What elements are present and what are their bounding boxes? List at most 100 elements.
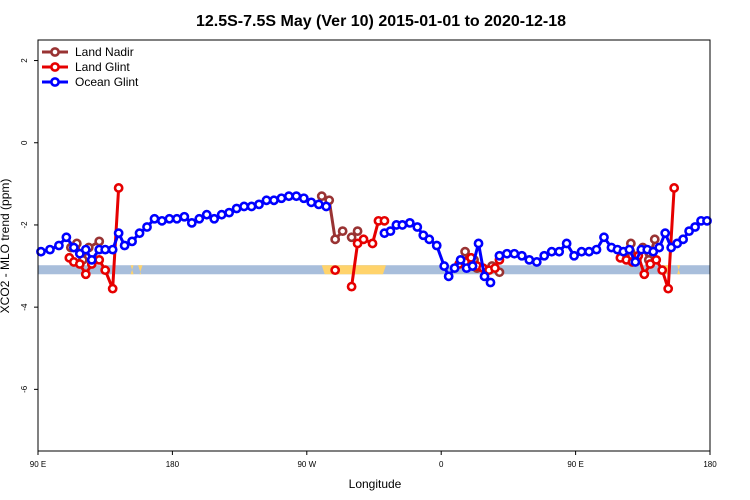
data-point <box>127 236 137 247</box>
data-point <box>209 213 220 224</box>
data-point <box>467 261 478 271</box>
band-highlight <box>677 265 681 275</box>
data-point <box>490 263 500 274</box>
data-point <box>346 281 357 292</box>
data-point <box>100 244 111 255</box>
data-point <box>663 283 674 294</box>
data-point <box>330 234 341 245</box>
data-point <box>107 283 118 294</box>
data-point <box>330 265 341 276</box>
data-point <box>455 254 466 265</box>
data-point <box>524 254 535 265</box>
data-point <box>690 222 700 232</box>
data-point <box>113 228 124 239</box>
chart-title: 12.5S-7.5S May (Ver 10) 2015-01-01 to 20… <box>196 13 566 30</box>
data-point <box>224 207 235 218</box>
data-point <box>576 246 587 257</box>
data-point <box>367 238 378 249</box>
data-point <box>569 250 580 261</box>
y-tick-label: -4 <box>20 303 29 311</box>
data-point <box>485 277 496 288</box>
data-point <box>385 226 396 237</box>
data-point <box>516 250 527 261</box>
y-tick-label: 0 <box>20 140 29 145</box>
x-tick-label: 0 <box>439 460 444 469</box>
data-point <box>86 254 97 265</box>
data-point <box>702 215 712 226</box>
data-point <box>431 240 442 251</box>
data-point <box>239 201 249 212</box>
data-point <box>649 234 660 245</box>
legend-label: Land Nadir <box>75 45 134 59</box>
band-highlight <box>130 265 134 275</box>
data-point <box>113 183 124 193</box>
data-point <box>68 242 79 253</box>
data-point <box>316 191 327 202</box>
x-axis-label: Longitude <box>349 477 402 491</box>
data-point <box>164 213 175 224</box>
plot-area <box>36 183 712 294</box>
data-point <box>539 250 550 261</box>
data-point <box>313 199 324 210</box>
data-point <box>94 254 105 265</box>
data-point <box>379 215 390 226</box>
data-point <box>80 244 91 255</box>
data-point <box>654 242 665 253</box>
x-tick-label: 90 W <box>297 460 316 469</box>
x-tick-label: 90 E <box>567 460 583 469</box>
data-point <box>639 269 650 280</box>
data-point <box>599 232 609 243</box>
legend-marker <box>50 77 60 87</box>
data-point <box>591 244 602 255</box>
x-tick-label: 180 <box>703 460 717 469</box>
x-tick-label: 90 E <box>30 460 46 469</box>
data-point <box>624 244 635 255</box>
y-tick-label: -6 <box>20 385 29 393</box>
data-point <box>119 240 130 251</box>
data-point <box>201 209 212 220</box>
y-tick-label: -2 <box>20 221 29 229</box>
data-point <box>358 234 369 245</box>
data-point <box>439 261 450 271</box>
legend-marker <box>50 62 60 72</box>
data-point <box>321 201 332 212</box>
data-point <box>261 195 272 206</box>
data-point <box>561 238 572 249</box>
data-point <box>660 228 671 239</box>
data-point <box>100 265 111 276</box>
y-axis-label: XCO2 - MLO trend (ppm) <box>0 179 12 314</box>
data-point <box>269 195 279 206</box>
x-tick-label: 180 <box>166 460 180 469</box>
data-point <box>509 248 520 259</box>
data-point <box>298 193 309 204</box>
data-point <box>443 271 454 282</box>
data-point <box>61 232 72 243</box>
data-point <box>531 257 542 267</box>
data-point <box>246 201 257 212</box>
data-point <box>254 199 264 210</box>
data-point <box>291 191 302 202</box>
data-point <box>74 259 85 269</box>
legend-label: Ocean Glint <box>75 75 139 89</box>
data-point <box>584 246 594 257</box>
data-point <box>473 238 484 249</box>
data-point <box>149 213 160 224</box>
data-point <box>337 226 348 237</box>
data-point <box>479 271 490 282</box>
data-point <box>502 248 512 259</box>
data-point <box>460 246 470 257</box>
data-point <box>630 257 641 267</box>
data-point <box>669 183 680 193</box>
data-point <box>94 236 105 247</box>
data-point <box>80 269 91 280</box>
data-point <box>157 215 167 226</box>
data-point <box>134 228 145 239</box>
y-tick-label: 2 <box>20 58 29 63</box>
axes: 90 E 180 90 W 0 90 E 180 2 0 -2 -4 -6 <box>20 58 717 469</box>
data-point <box>107 244 118 255</box>
data-point <box>346 232 357 243</box>
data-point <box>651 254 662 265</box>
data-point <box>54 240 64 251</box>
data-point <box>449 263 460 274</box>
